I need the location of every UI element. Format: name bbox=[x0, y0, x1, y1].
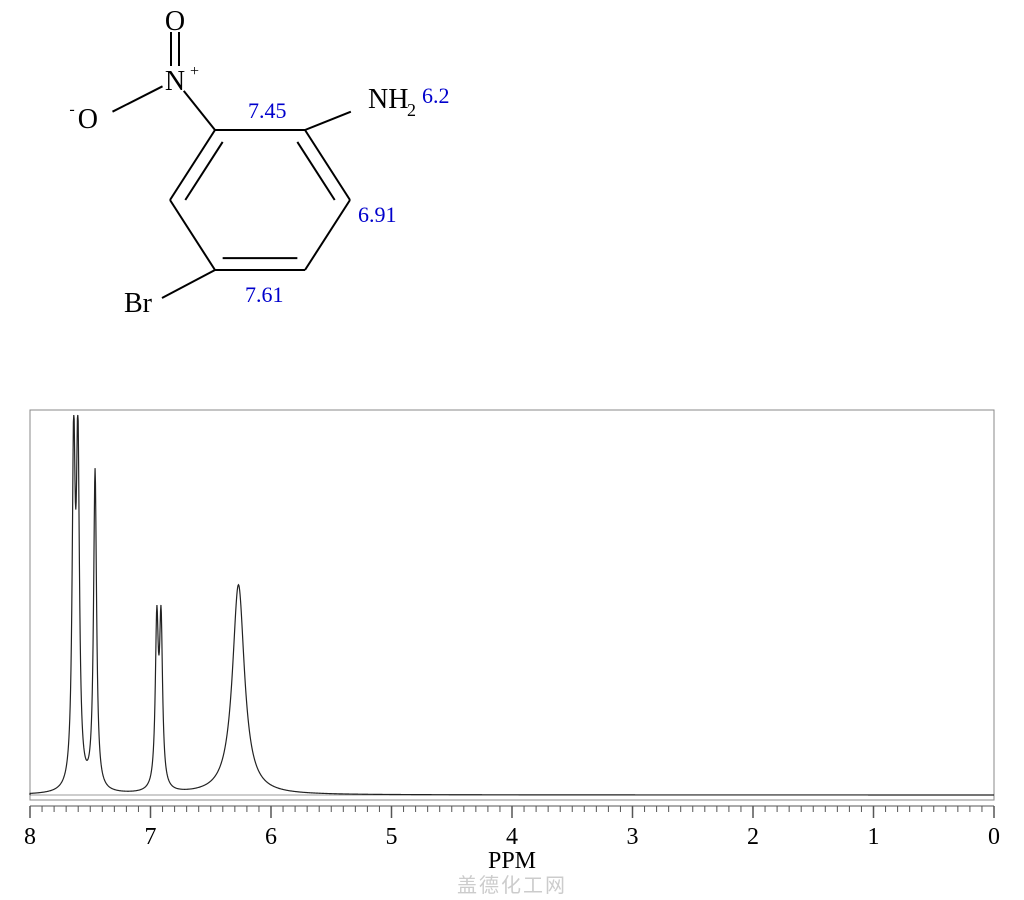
svg-text:8: 8 bbox=[24, 824, 36, 850]
svg-text:O: O bbox=[165, 10, 185, 37]
structure-diagram: ON+O-NH2Br 7.456.276.917.61 bbox=[30, 10, 450, 350]
watermark-text: 盖德化工网 bbox=[457, 869, 567, 898]
svg-text:3: 3 bbox=[627, 824, 639, 850]
structure-bonds bbox=[112, 32, 350, 298]
svg-text:0: 0 bbox=[988, 824, 1000, 850]
nmr-spectrum: 876543210 PPM bbox=[20, 400, 1004, 880]
svg-text:4: 4 bbox=[506, 824, 518, 850]
structure-svg: ON+O-NH2Br 7.456.276.917.61 bbox=[30, 10, 450, 350]
svg-text:NH: NH bbox=[368, 84, 408, 115]
svg-text:7.61: 7.61 bbox=[245, 282, 284, 307]
spectrum-svg: 876543210 PPM bbox=[20, 400, 1004, 880]
svg-text:7: 7 bbox=[145, 824, 157, 850]
svg-text:5: 5 bbox=[386, 824, 398, 850]
svg-text:N: N bbox=[165, 66, 185, 97]
structure-atoms: ON+O-NH2Br bbox=[69, 10, 416, 319]
svg-text:7.45: 7.45 bbox=[248, 98, 287, 123]
svg-text:6.91: 6.91 bbox=[358, 202, 397, 227]
svg-text:2: 2 bbox=[407, 100, 416, 120]
plot-frame bbox=[30, 410, 994, 800]
svg-text:2: 2 bbox=[747, 824, 759, 850]
svg-text:Br: Br bbox=[124, 288, 153, 319]
svg-text:-: - bbox=[69, 101, 74, 118]
spectrum-trace bbox=[30, 415, 994, 795]
svg-text:6: 6 bbox=[265, 824, 277, 850]
x-axis: 8 7 6 5 4 3 2 1 0 bbox=[24, 806, 1000, 850]
svg-text:1: 1 bbox=[868, 824, 880, 850]
svg-text:+: + bbox=[190, 63, 199, 80]
svg-text:O: O bbox=[78, 104, 98, 135]
svg-text:6.27: 6.27 bbox=[422, 83, 450, 108]
